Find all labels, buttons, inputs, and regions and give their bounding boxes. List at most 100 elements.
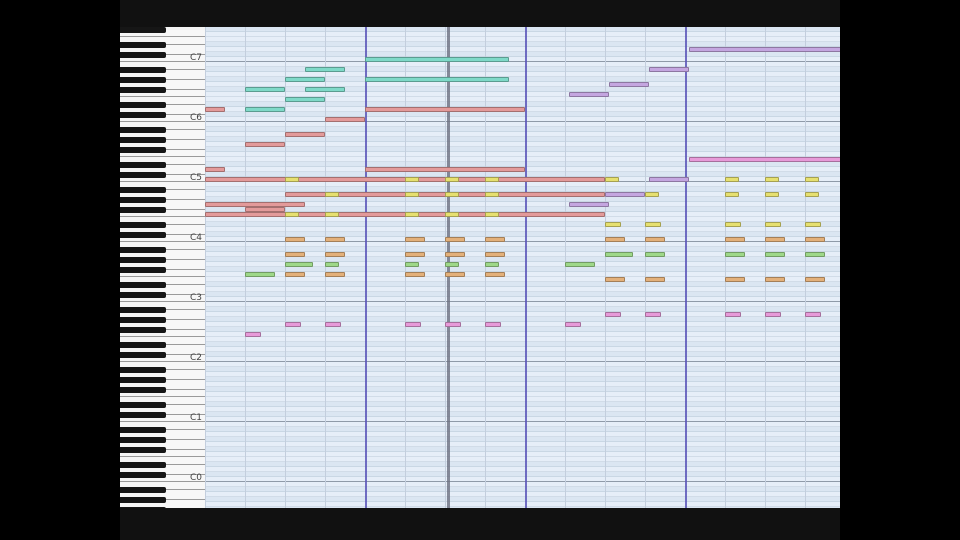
note-red[interactable]: [325, 117, 365, 122]
note-yellow[interactable]: [325, 192, 339, 197]
note-orange[interactable]: [325, 237, 345, 242]
note-yellow[interactable]: [325, 212, 339, 217]
note-yellow[interactable]: [725, 222, 741, 227]
white-key[interactable]: [120, 174, 205, 182]
note-yellow[interactable]: [485, 177, 499, 182]
white-key[interactable]: [120, 234, 205, 242]
white-key[interactable]: [120, 209, 205, 217]
black-key[interactable]: [120, 496, 166, 503]
piano-roll-grid[interactable]: [205, 27, 840, 508]
black-key[interactable]: [120, 186, 166, 193]
note-orange[interactable]: [645, 277, 665, 282]
note-green[interactable]: [245, 272, 275, 277]
black-key[interactable]: [120, 316, 166, 323]
note-teal[interactable]: [245, 107, 285, 112]
note-yellow[interactable]: [405, 192, 419, 197]
white-key[interactable]: [120, 269, 205, 277]
note-pink[interactable]: [645, 312, 661, 317]
note-red[interactable]: [205, 107, 225, 112]
black-key[interactable]: [120, 341, 166, 348]
white-key[interactable]: [120, 149, 205, 157]
white-key[interactable]: [120, 29, 205, 37]
note-pink[interactable]: [445, 322, 461, 327]
note-yellow[interactable]: [285, 212, 299, 217]
note-yellow[interactable]: [445, 192, 459, 197]
note-red[interactable]: [245, 142, 285, 147]
black-key[interactable]: [120, 231, 166, 238]
note-red[interactable]: [365, 167, 525, 172]
note-yellow[interactable]: [445, 177, 459, 182]
note-teal[interactable]: [365, 77, 509, 82]
black-key[interactable]: [120, 256, 166, 263]
note-lavender[interactable]: [569, 202, 609, 207]
note-yellow[interactable]: [725, 177, 739, 182]
note-pink[interactable]: [689, 157, 840, 162]
note-yellow[interactable]: [485, 212, 499, 217]
white-key[interactable]: [120, 329, 205, 337]
note-lavender[interactable]: [605, 192, 645, 197]
note-lavender[interactable]: [649, 177, 689, 182]
black-key[interactable]: [120, 66, 166, 73]
black-key[interactable]: [120, 146, 166, 153]
black-key[interactable]: [120, 376, 166, 383]
note-lavender[interactable]: [649, 67, 689, 72]
note-orange[interactable]: [285, 272, 305, 277]
note-green[interactable]: [445, 262, 459, 267]
white-key[interactable]: [120, 114, 205, 122]
note-yellow[interactable]: [805, 192, 819, 197]
piano-keyboard[interactable]: C7 C6 C5 C4 C3 C2 C1 C0: [120, 27, 205, 508]
note-orange[interactable]: [725, 277, 745, 282]
black-key[interactable]: [120, 126, 166, 133]
note-orange[interactable]: [405, 237, 425, 242]
note-teal[interactable]: [245, 87, 285, 92]
black-key[interactable]: [120, 136, 166, 143]
note-pink[interactable]: [565, 322, 581, 327]
note-yellow[interactable]: [605, 177, 619, 182]
note-orange[interactable]: [805, 237, 825, 242]
white-key[interactable]: [120, 499, 205, 508]
note-yellow[interactable]: [645, 222, 661, 227]
black-key[interactable]: [120, 101, 166, 108]
note-orange[interactable]: [725, 237, 745, 242]
note-orange[interactable]: [605, 237, 625, 242]
white-key[interactable]: [120, 449, 205, 457]
note-yellow[interactable]: [805, 222, 821, 227]
note-orange[interactable]: [805, 277, 825, 282]
note-yellow[interactable]: [765, 222, 781, 227]
note-green[interactable]: [805, 252, 825, 257]
black-key[interactable]: [120, 426, 166, 433]
note-green[interactable]: [765, 252, 785, 257]
note-pink[interactable]: [285, 322, 301, 327]
black-key[interactable]: [120, 326, 166, 333]
note-pink[interactable]: [725, 312, 741, 317]
note-red[interactable]: [285, 132, 325, 137]
black-key[interactable]: [120, 401, 166, 408]
note-yellow[interactable]: [485, 192, 499, 197]
note-green[interactable]: [285, 262, 313, 267]
white-key[interactable]: [120, 54, 205, 62]
black-key[interactable]: [120, 171, 166, 178]
note-red[interactable]: [245, 207, 285, 212]
black-key[interactable]: [120, 196, 166, 203]
note-yellow[interactable]: [445, 212, 459, 217]
note-orange[interactable]: [645, 237, 665, 242]
note-green[interactable]: [605, 252, 633, 257]
note-orange[interactable]: [485, 237, 505, 242]
note-orange[interactable]: [445, 252, 465, 257]
note-red[interactable]: [365, 107, 525, 112]
black-key[interactable]: [120, 86, 166, 93]
note-pink[interactable]: [245, 332, 261, 337]
note-teal[interactable]: [305, 87, 345, 92]
note-yellow[interactable]: [765, 192, 779, 197]
black-key[interactable]: [120, 461, 166, 468]
note-green[interactable]: [325, 262, 339, 267]
note-teal[interactable]: [365, 57, 509, 62]
note-lavender[interactable]: [569, 92, 609, 97]
black-key[interactable]: [120, 411, 166, 418]
note-yellow[interactable]: [285, 177, 299, 182]
playhead[interactable]: [447, 27, 450, 508]
note-yellow[interactable]: [405, 177, 419, 182]
note-orange[interactable]: [605, 277, 625, 282]
note-orange[interactable]: [485, 252, 505, 257]
black-key[interactable]: [120, 27, 166, 33]
